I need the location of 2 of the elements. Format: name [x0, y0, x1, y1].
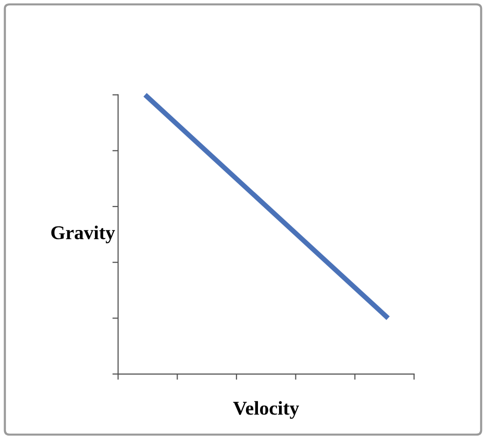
x-axis-title: Velocity [233, 401, 300, 419]
y-axis-title: Gravity [51, 226, 115, 244]
